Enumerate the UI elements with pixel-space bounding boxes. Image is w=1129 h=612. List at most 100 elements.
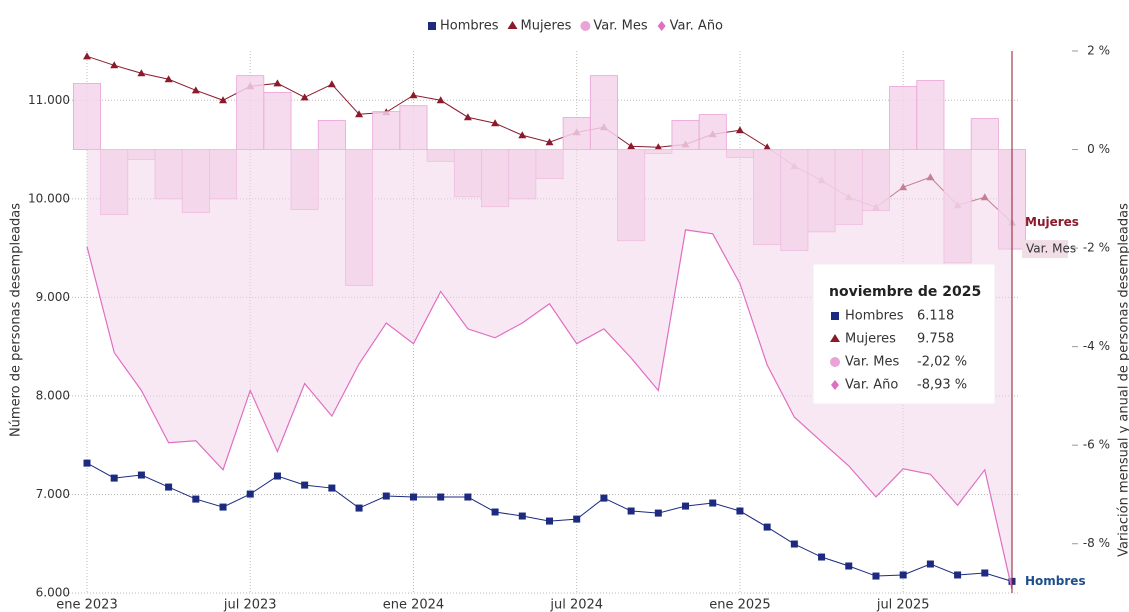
marker (790, 540, 798, 548)
legend-marker (830, 334, 840, 342)
marker (137, 471, 145, 479)
marker (463, 113, 472, 121)
marker (654, 509, 662, 517)
y2-tick-label: -4 % (1083, 339, 1110, 353)
marker (110, 61, 119, 69)
marker (164, 75, 173, 83)
tooltip-title: noviembre de 2025 (829, 284, 981, 300)
marker (355, 110, 364, 118)
bar (698, 114, 727, 150)
y2-tick-label: -2 % (1083, 241, 1110, 255)
x-tick-label: ene 2023 (56, 598, 117, 612)
legend-marker (428, 22, 436, 30)
legend-marker (580, 21, 591, 31)
marker (818, 553, 826, 561)
bar (236, 75, 265, 150)
marker (409, 493, 417, 501)
bar (399, 105, 428, 150)
marker (327, 80, 336, 88)
legend-marker (831, 312, 839, 320)
y-tick-label: 11.000 (28, 93, 70, 107)
marker (518, 512, 526, 520)
legend-label: Mujeres (520, 19, 571, 34)
y2-tick-label: -6 % (1083, 438, 1110, 452)
marker (872, 572, 880, 580)
marker (709, 499, 717, 507)
end-label: Var. Mes (1026, 242, 1076, 256)
marker (165, 483, 173, 491)
marker (763, 143, 772, 151)
legend-marker (657, 21, 666, 31)
legend-marker (507, 21, 518, 29)
marker (518, 131, 527, 139)
y-tick-label: 9.000 (36, 290, 70, 304)
marker (464, 493, 472, 501)
end-label: Hombres (1025, 574, 1086, 588)
bar (372, 111, 401, 150)
tooltip-box (812, 263, 996, 405)
marker (627, 507, 635, 515)
legend-label: Hombres (440, 19, 499, 34)
marker (546, 517, 553, 525)
marker (192, 495, 200, 503)
marker (301, 481, 309, 489)
legend-label: Var. Mes (593, 19, 647, 34)
marker (682, 502, 690, 510)
bar (970, 118, 999, 150)
tooltip-label: Mujeres (845, 332, 896, 347)
marker (83, 52, 91, 60)
end-label: Mujeres (1025, 215, 1079, 229)
legend-marker (830, 357, 840, 367)
tooltip-value: 6.118 (917, 309, 954, 324)
legend-marker (831, 380, 839, 390)
bar (589, 75, 618, 150)
marker (355, 504, 363, 512)
marker (845, 562, 853, 570)
marker (627, 142, 636, 150)
marker (273, 79, 282, 87)
marker (219, 96, 228, 104)
marker (736, 507, 744, 515)
x-tick-label: ene 2024 (383, 598, 444, 612)
marker (382, 492, 390, 500)
marker (545, 138, 554, 146)
area (87, 149, 1012, 590)
marker (273, 472, 281, 480)
bar (671, 120, 700, 150)
line (86, 229, 1013, 590)
marker (409, 91, 418, 99)
marker (735, 126, 744, 134)
tooltip-value: -2,02 % (917, 355, 967, 370)
y-tick-label: 8.000 (36, 388, 70, 402)
y-axis-title: Número de personas desempleadas (9, 203, 24, 437)
marker (926, 560, 934, 568)
y2-axis-title: Variación mensual y anual de personas de… (1117, 203, 1129, 557)
y2-tick-label: 2 % (1087, 44, 1110, 58)
marker (110, 474, 118, 482)
legend-label: Var. Año (670, 19, 723, 34)
bar (889, 86, 918, 150)
marker (491, 119, 500, 127)
marker (654, 143, 663, 151)
marker (573, 515, 581, 523)
tooltip-label: Var. Mes (845, 355, 899, 370)
tooltip-label: Hombres (845, 309, 904, 324)
tooltip-value: 9.758 (917, 332, 954, 347)
bar (263, 91, 292, 150)
y-tick-label: 6.000 (36, 586, 70, 600)
y-tick-label: 7.000 (36, 487, 70, 501)
x-tick-label: ene 2025 (709, 598, 770, 612)
marker (491, 508, 499, 516)
marker (981, 569, 989, 577)
marker (763, 523, 771, 531)
marker (246, 490, 254, 498)
marker (899, 571, 907, 579)
x-tick-label: jul 2023 (223, 598, 277, 612)
y2-tick-label: -8 % (1083, 536, 1110, 550)
y2-tick-label: 0 % (1087, 142, 1110, 156)
bar (916, 80, 945, 150)
end-label-bg (1022, 240, 1068, 259)
bar (317, 120, 346, 150)
marker (300, 93, 309, 101)
